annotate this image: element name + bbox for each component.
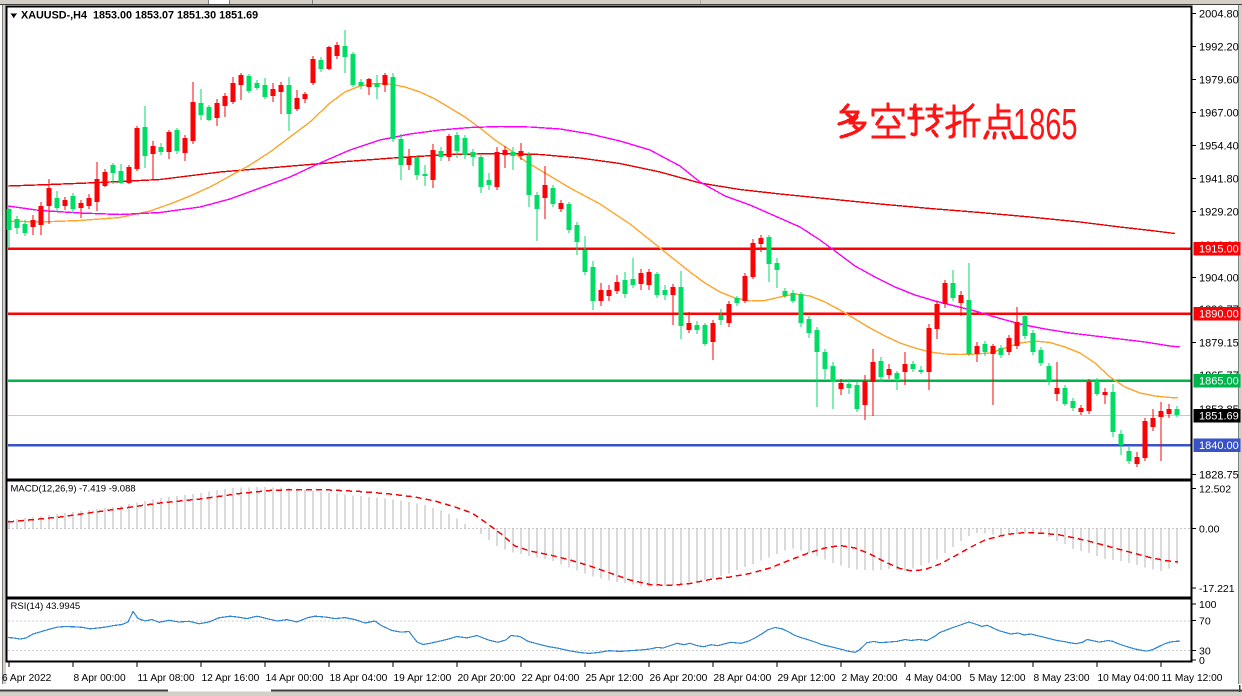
svg-text:1954.40: 1954.40 (1199, 141, 1239, 153)
svg-text:25 Apr 12:00: 25 Apr 12:00 (586, 673, 644, 684)
svg-text:8 Apr 00:00: 8 Apr 00:00 (74, 673, 126, 684)
svg-text:1865.00: 1865.00 (1199, 376, 1239, 388)
svg-text:2 May 20:00: 2 May 20:00 (842, 673, 898, 684)
svg-text:11 Apr 08:00: 11 Apr 08:00 (138, 673, 195, 684)
svg-text:19 Apr 12:00: 19 Apr 12:00 (394, 673, 452, 684)
svg-text:MACD(12,26,9) -7.419 -9.088: MACD(12,26,9) -7.419 -9.088 (11, 484, 136, 495)
svg-text:5 May 12:00: 5 May 12:00 (970, 673, 1026, 684)
svg-text:XAUUSD-,H4 1853.00 1853.07 18: XAUUSD-,H4 1853.00 1853.07 1851.30 1851.… (21, 10, 258, 22)
svg-text:1904.00: 1904.00 (1199, 273, 1239, 285)
svg-text:30: 30 (1199, 645, 1211, 657)
svg-text:RSI(14) 43.9945: RSI(14) 43.9945 (11, 601, 81, 612)
svg-text:26 Apr 20:00: 26 Apr 20:00 (650, 673, 708, 684)
svg-text:18 Apr 04:00: 18 Apr 04:00 (330, 673, 388, 684)
svg-text:10 May 04:00: 10 May 04:00 (1098, 673, 1160, 684)
svg-text:1890.00: 1890.00 (1199, 309, 1239, 321)
svg-text:6 Apr 2022: 6 Apr 2022 (2, 673, 52, 684)
svg-text:22 Apr 04:00: 22 Apr 04:00 (522, 673, 580, 684)
svg-text:1840.00: 1840.00 (1199, 440, 1239, 452)
svg-text:12 Apr 16:00: 12 Apr 16:00 (202, 673, 260, 684)
svg-text:29 Apr 12:00: 29 Apr 12:00 (778, 673, 836, 684)
svg-text:1851.69: 1851.69 (1199, 411, 1239, 423)
svg-text:1828.75: 1828.75 (1199, 470, 1239, 482)
svg-text:100: 100 (1199, 599, 1217, 611)
svg-text:-17.221: -17.221 (1199, 583, 1235, 595)
svg-text:14 Apr 00:00: 14 Apr 00:00 (266, 673, 324, 684)
svg-text:1915.00: 1915.00 (1199, 244, 1239, 256)
svg-text:70: 70 (1199, 616, 1211, 628)
svg-text:1929.20: 1929.20 (1199, 207, 1239, 219)
svg-text:1879.15: 1879.15 (1199, 338, 1239, 350)
svg-text:2004.80: 2004.80 (1199, 9, 1239, 21)
svg-text:11 May 12:00: 11 May 12:00 (1162, 673, 1223, 684)
svg-text:28 Apr 04:00: 28 Apr 04:00 (714, 673, 772, 684)
svg-text:0.00: 0.00 (1199, 524, 1220, 536)
svg-text:1979.60: 1979.60 (1199, 75, 1239, 87)
svg-text:0: 0 (1199, 655, 1205, 667)
svg-text:1992.20: 1992.20 (1199, 42, 1239, 54)
svg-text:4 May 04:00: 4 May 04:00 (906, 673, 962, 684)
svg-text:1941.80: 1941.80 (1199, 174, 1239, 186)
svg-text:12.502: 12.502 (1199, 484, 1231, 496)
svg-text:8 May 23:00: 8 May 23:00 (1034, 673, 1090, 684)
svg-text:1865: 1865 (1013, 99, 1078, 149)
svg-text:1967.00: 1967.00 (1199, 108, 1239, 120)
svg-text:20 Apr 20:00: 20 Apr 20:00 (458, 673, 516, 684)
